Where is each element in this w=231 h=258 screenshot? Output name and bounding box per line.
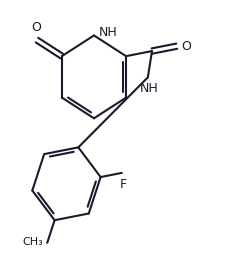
Text: O: O — [31, 21, 41, 34]
Text: NH: NH — [99, 26, 118, 39]
Text: F: F — [119, 178, 127, 191]
Text: NH: NH — [140, 82, 159, 95]
Text: O: O — [181, 40, 191, 53]
Text: CH₃: CH₃ — [22, 237, 43, 247]
